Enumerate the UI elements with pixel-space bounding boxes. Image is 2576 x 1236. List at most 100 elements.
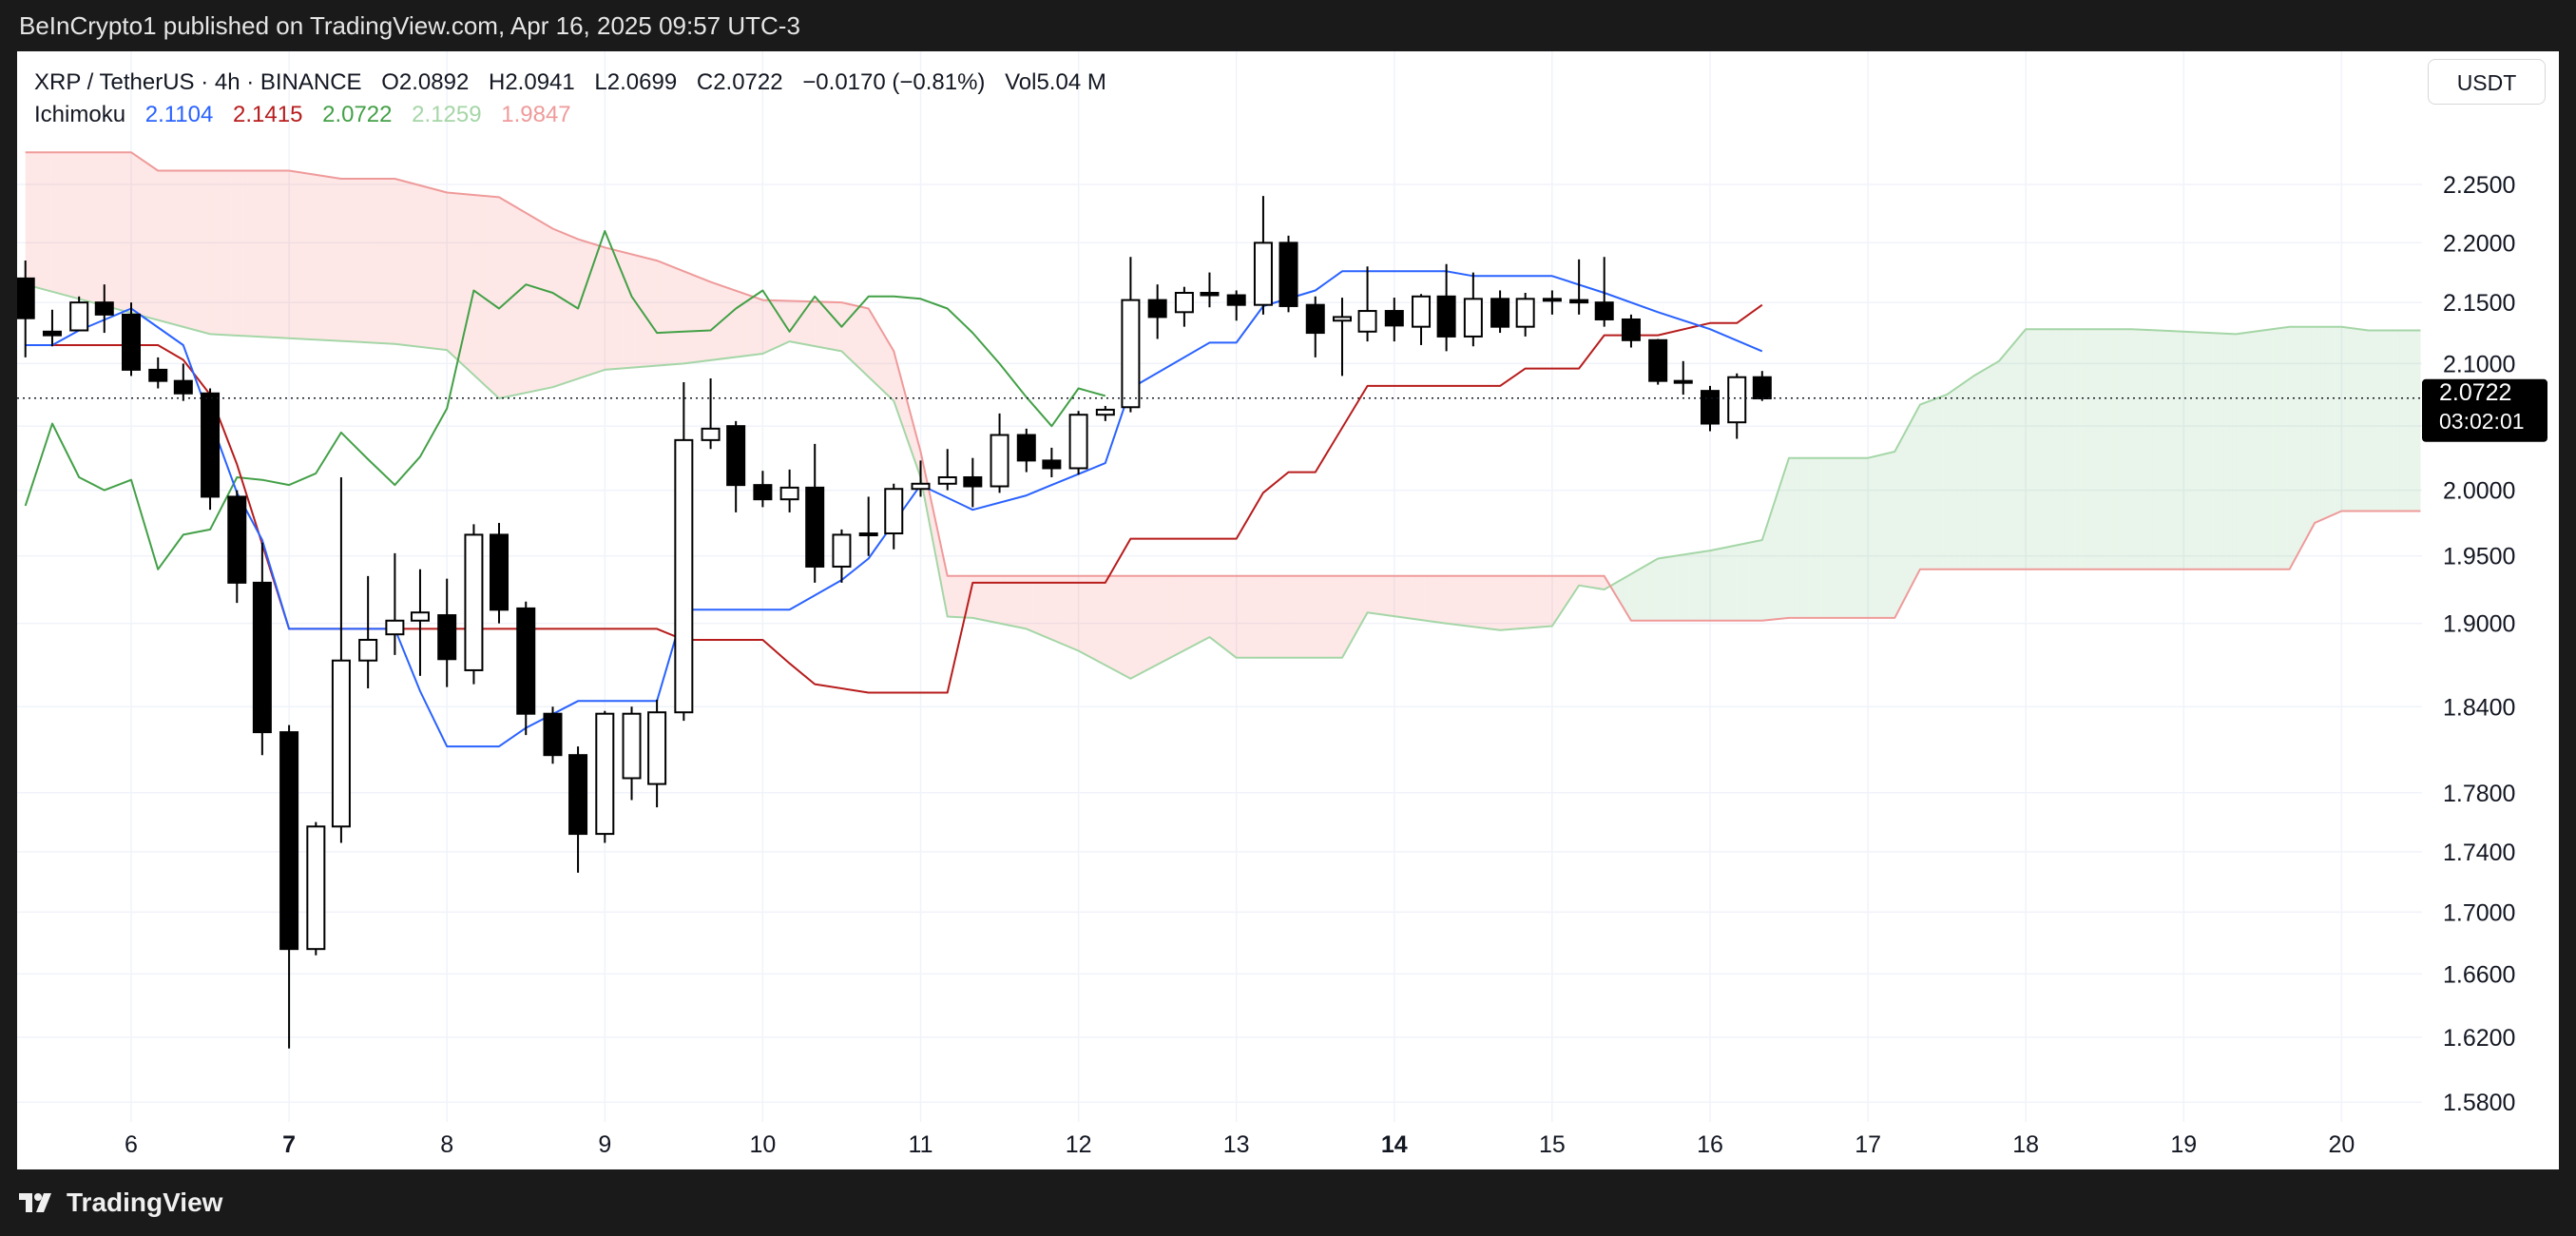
cloud-segment [644,257,648,367]
cloud-segment [454,193,458,360]
cloud-segment [1967,377,1971,570]
x-tick-label: 8 [440,1131,453,1158]
cloud-segment [1048,575,1052,640]
cloud-segment [1443,575,1447,624]
cloud-segment [1190,575,1194,647]
cloud-segment [2052,329,2056,570]
change-value: −0.0170 (−0.81%) [802,69,986,95]
candle-down [543,712,563,757]
cloud-segment [2330,326,2335,516]
cloud-segment [416,184,420,347]
cloud-segment [543,222,547,390]
cloud-segment [303,172,307,339]
cloud-segment [830,301,835,350]
cloud-segment [316,174,319,340]
cloud-segment [1620,578,1624,608]
cloud-segment [237,170,240,337]
cloud-segment [1333,575,1336,658]
cloud-segment [751,296,756,356]
cloud-segment [596,244,601,373]
cloud-segment [284,170,288,338]
cloud-segment [483,195,487,387]
candle-down [122,313,141,371]
cloud-segment [2175,331,2180,570]
y-axis[interactable]: 2.25002.20002.15002.10002.05002.00001.95… [2443,172,2515,1116]
cloud-segment [894,351,897,411]
cloud-segment [571,236,575,381]
x-axis[interactable]: 6 7 8 9 10 11 12 13 14 15 16 17 18 19 20 [125,1131,2355,1158]
cloud-segment [1705,550,1709,621]
cloud-segment [233,170,238,336]
cloud-segment [609,248,613,370]
cloud-segment [2311,326,2316,530]
cloud-segment [1784,462,1788,619]
cloud-segment [972,575,976,619]
cloud-segment [603,246,606,371]
cloud-segment [2374,330,2378,512]
cloud-segment [694,275,699,362]
cloud-segment [1317,575,1320,658]
cloud-segment [1029,575,1033,632]
cloud-segment [748,295,752,356]
cloud-segment [1216,575,1220,645]
symbol-label[interactable]: XRP / TetherUS · 4h · BINANCE [34,69,362,95]
cloud-segment [1512,575,1516,629]
cloud-segment [1219,575,1222,647]
currency-button[interactable]: USDT [2428,59,2546,105]
cloud-segment [2336,326,2340,513]
cloud-segment [1281,575,1286,658]
cloud-segment [1474,575,1478,628]
cloud-segment [1528,575,1532,628]
cloud-segment [1007,575,1011,627]
cloud-segment [91,152,95,303]
cloud-segment [2353,328,2356,512]
cloud-segment [215,170,219,335]
cloud-segment [1288,575,1292,658]
cloud-segment [1837,457,1841,618]
tradingview-logo[interactable]: TradingView [19,1186,222,1220]
cloud-segment [1816,457,1819,618]
cloud-segment [2343,326,2347,512]
cloud-segment [461,193,465,366]
cloud-segment [2100,329,2104,570]
cloud-segment [2198,332,2201,570]
indicator-name[interactable]: Ichimoku [34,102,126,127]
cloud-segment [1873,455,1876,618]
cloud-segment [1058,575,1062,644]
cloud-segment [846,303,850,359]
cloud-segment [2320,326,2325,521]
cloud-segment [1973,374,1977,570]
cloud-segment [2201,332,2204,570]
candle-up [937,475,957,485]
cloud-segment [2308,326,2312,535]
cloud-segment [505,201,509,397]
cloud-segment [94,152,99,304]
cloud-segment [827,301,831,350]
cloud-segment [1197,575,1201,645]
cloud-segment [2334,326,2337,515]
candle-down [1200,292,1220,297]
cloud-segment [1360,575,1365,625]
candle-down [490,533,509,611]
cloud-segment [1780,472,1785,619]
candle-up [911,482,931,491]
cloud-segment [211,170,216,335]
cloud-segment [306,173,310,339]
candle-up [1095,408,1115,416]
cloud-segment [139,157,143,317]
cloud-segment [1553,575,1557,624]
cloud-segment [1140,575,1144,674]
cloud-segment [2393,330,2397,512]
cloud-segment [202,170,206,334]
cloud-segment [163,170,168,323]
cloud-segment [1894,445,1898,618]
cloud-segment [1089,575,1093,659]
price-tag-box [2422,378,2547,442]
indicator-row: Ichimoku 2.1104 2.1415 2.0722 2.1259 1.9… [34,99,1120,131]
cloud-segment [2203,332,2208,570]
cloud-segment [1821,457,1826,618]
cloud-segment [2147,330,2151,570]
cloud-segment [1386,575,1390,616]
cloud-segment [1121,575,1125,676]
